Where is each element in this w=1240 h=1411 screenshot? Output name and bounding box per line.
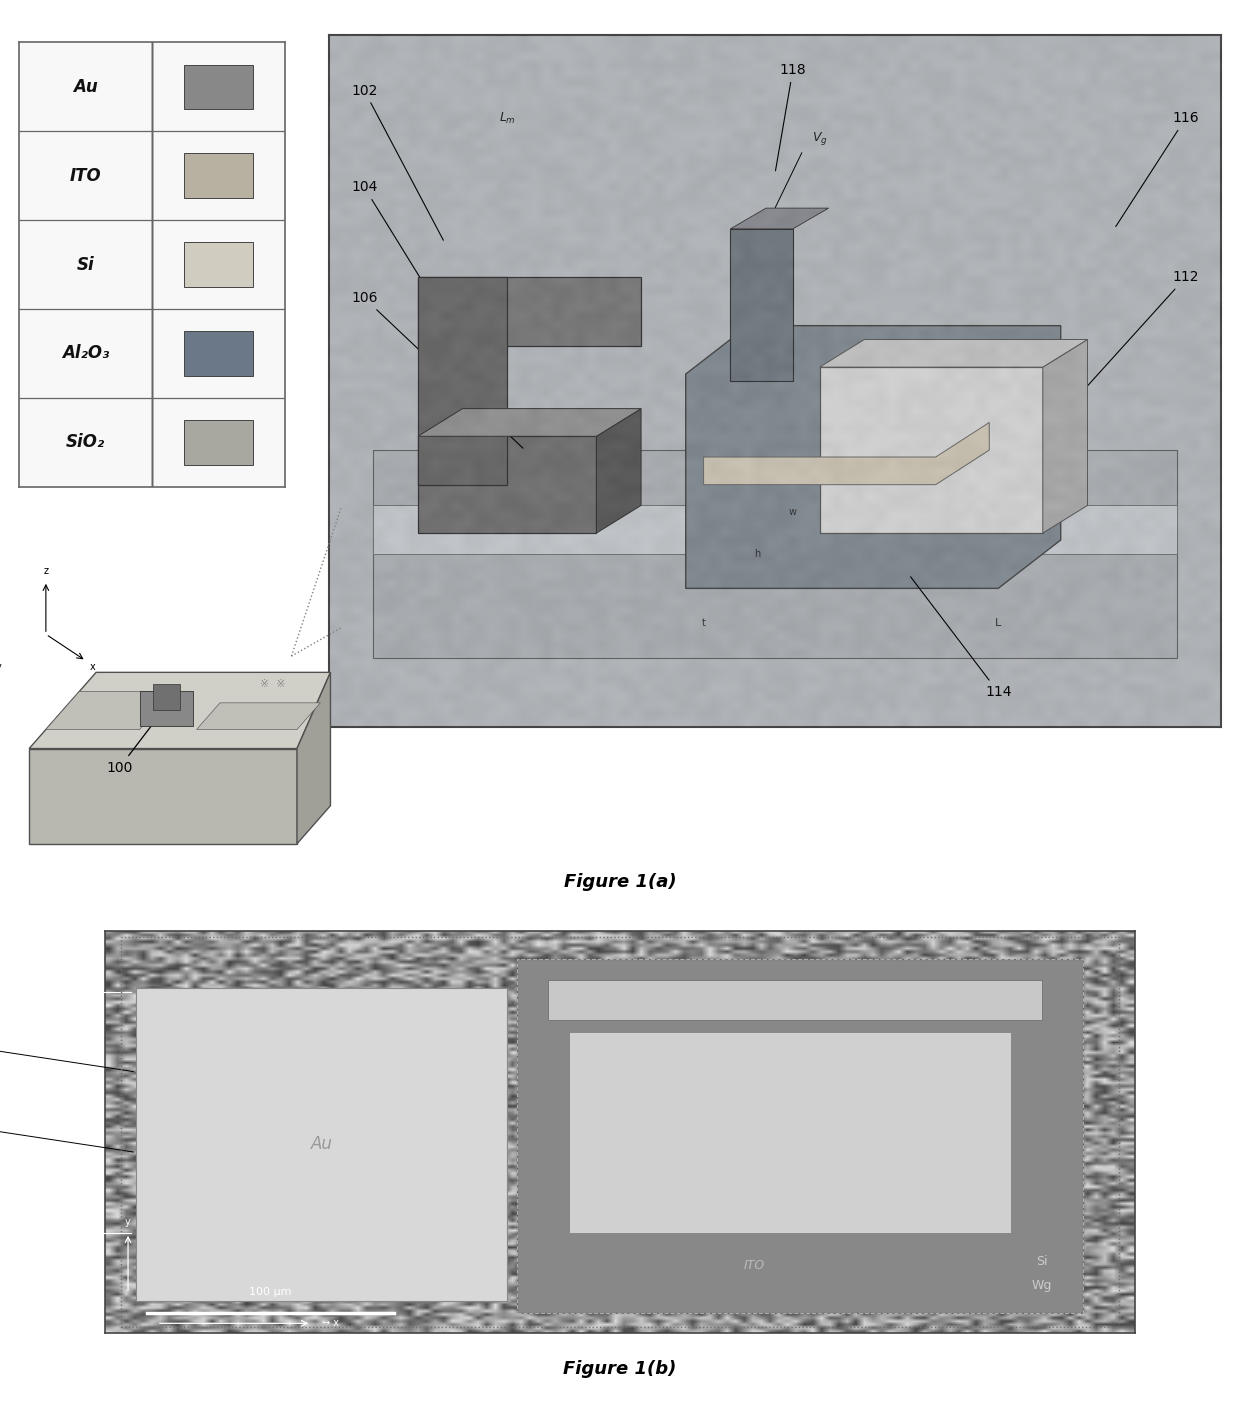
Text: ※  ※: ※ ※ bbox=[260, 679, 285, 690]
Text: Au: Au bbox=[780, 1125, 800, 1140]
Text: 100 μm: 100 μm bbox=[249, 1287, 291, 1297]
Text: Wg: Wg bbox=[1032, 1278, 1053, 1291]
Text: t: t bbox=[702, 618, 706, 628]
Text: Au: Au bbox=[310, 1136, 332, 1153]
Text: Au: Au bbox=[73, 78, 98, 96]
Polygon shape bbox=[418, 277, 641, 346]
Text: 118: 118 bbox=[775, 63, 806, 171]
Polygon shape bbox=[197, 703, 320, 729]
Bar bbox=[184, 65, 253, 109]
Text: y: y bbox=[125, 1216, 131, 1226]
Text: SiO₂: SiO₂ bbox=[66, 433, 105, 452]
Text: y: y bbox=[0, 662, 2, 672]
Polygon shape bbox=[418, 277, 507, 484]
Polygon shape bbox=[140, 691, 193, 725]
Text: z: z bbox=[43, 566, 48, 576]
Text: $L_m$: $L_m$ bbox=[498, 110, 516, 126]
Text: 108: 108 bbox=[0, 1037, 134, 1071]
Bar bbox=[568, 1031, 1011, 1233]
Bar bbox=[184, 420, 253, 464]
Bar bbox=[184, 154, 253, 198]
Text: ITO: ITO bbox=[743, 1259, 764, 1271]
Text: w: w bbox=[789, 508, 797, 518]
Polygon shape bbox=[153, 684, 180, 710]
Polygon shape bbox=[298, 673, 331, 844]
Polygon shape bbox=[1043, 340, 1087, 533]
Polygon shape bbox=[30, 673, 331, 748]
Text: Si: Si bbox=[77, 255, 94, 274]
Text: $V_g$: $V_g$ bbox=[812, 130, 827, 148]
Text: 106: 106 bbox=[0, 1118, 134, 1151]
Bar bbox=[184, 243, 253, 286]
Polygon shape bbox=[686, 326, 1060, 588]
Bar bbox=[184, 332, 253, 375]
Polygon shape bbox=[730, 229, 792, 381]
Text: h: h bbox=[754, 549, 760, 559]
Polygon shape bbox=[418, 436, 596, 533]
Text: ITO: ITO bbox=[69, 166, 102, 185]
Text: → x: → x bbox=[321, 1318, 339, 1328]
Text: 100: 100 bbox=[107, 714, 160, 775]
Text: L: L bbox=[994, 618, 1002, 628]
Bar bbox=[517, 959, 1084, 1314]
Polygon shape bbox=[730, 207, 828, 229]
Bar bbox=[548, 979, 1042, 1020]
Text: 104: 104 bbox=[351, 181, 461, 344]
Text: Al₂O₃: Al₂O₃ bbox=[62, 344, 109, 363]
Polygon shape bbox=[820, 367, 1043, 533]
Text: Figure 1(a): Figure 1(a) bbox=[564, 873, 676, 890]
Bar bbox=[517, 959, 1084, 1314]
Polygon shape bbox=[373, 505, 703, 553]
Polygon shape bbox=[46, 691, 174, 729]
Text: 102: 102 bbox=[351, 83, 444, 240]
Text: 114: 114 bbox=[910, 577, 1012, 698]
Polygon shape bbox=[820, 340, 1087, 367]
Text: Au: Au bbox=[786, 993, 804, 1006]
Text: Si: Si bbox=[1037, 1254, 1048, 1267]
Polygon shape bbox=[373, 450, 1177, 658]
Text: Figure 1(b): Figure 1(b) bbox=[563, 1360, 677, 1377]
Text: 112: 112 bbox=[1063, 271, 1199, 413]
Polygon shape bbox=[418, 409, 641, 436]
Bar bbox=[136, 988, 507, 1301]
Polygon shape bbox=[847, 505, 1177, 553]
Text: 106: 106 bbox=[351, 291, 523, 449]
Polygon shape bbox=[703, 422, 990, 484]
Text: 116: 116 bbox=[1116, 111, 1199, 227]
Text: x: x bbox=[89, 662, 95, 672]
Polygon shape bbox=[30, 748, 298, 844]
Polygon shape bbox=[596, 409, 641, 533]
